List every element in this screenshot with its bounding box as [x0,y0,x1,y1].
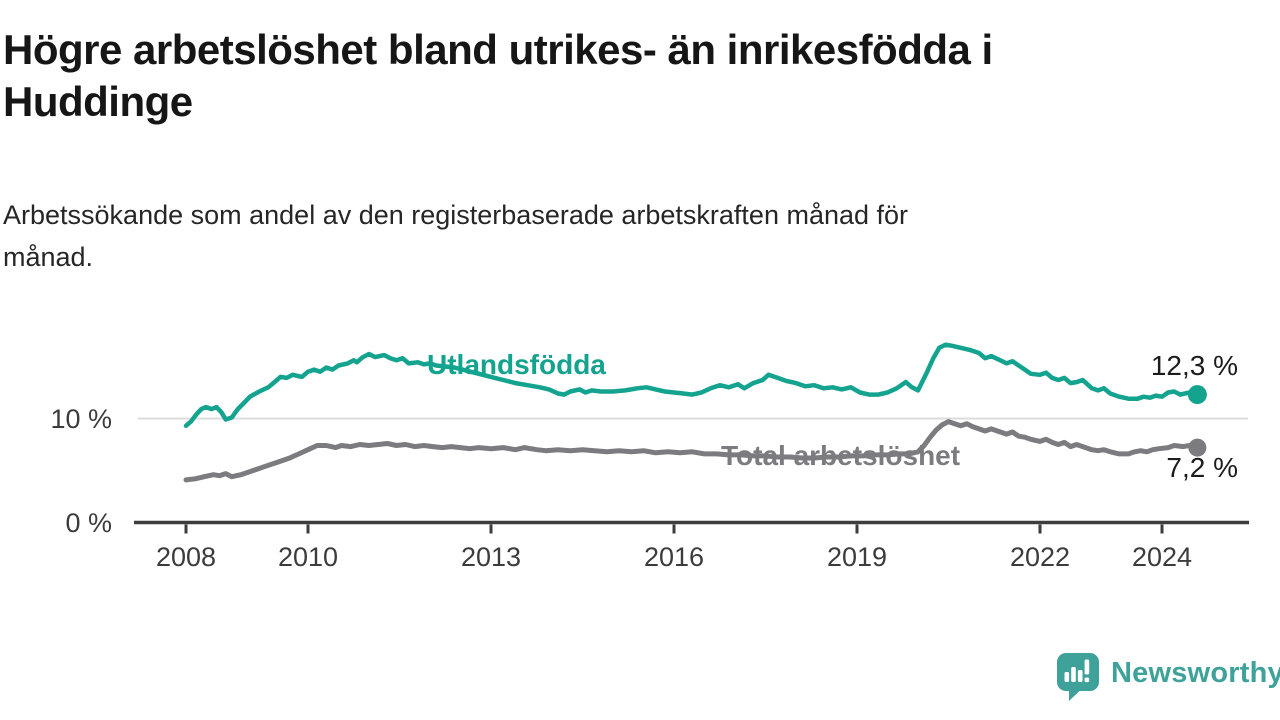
newsworthy-logo: Newsworthy [1056,652,1280,704]
end-value-utlandsfodda: 12,3 % [1150,350,1238,381]
y-tick-label-10: 10 % [50,404,112,434]
chart-subtitle: Arbetssökande som andel av den registerb… [3,200,909,272]
x-tick-label-2013: 2013 [461,542,521,572]
x-tick-label-2019: 2019 [827,542,887,572]
x-tick-label-2010: 2010 [278,542,338,572]
x-tick-label-2024: 2024 [1132,542,1192,572]
x-tick-label-2016: 2016 [644,542,704,572]
series-label-utlandsfodda: Utlandsfödda [427,349,606,380]
x-tick-label-2022: 2022 [1010,542,1070,572]
x-tick-label-2008: 2008 [156,542,216,572]
series-label-total-arbetsloshet: Total arbetslöshet [721,440,961,471]
newsworthy-logo-text: Newsworthy [1111,657,1280,689]
end-value-total-arbetsloshet: 7,2 % [1166,452,1238,483]
series-line-utlandsfodda [183,342,1200,429]
newsworthy-logo-icon [1057,653,1099,701]
series-line-total [183,419,1200,483]
series-end-dot-total [1188,438,1207,457]
y-tick-label-0: 0 % [65,508,112,538]
page-title: Högre arbetslöshet bland utrikes- än inr… [3,26,993,125]
series-end-dot-utlandsfodda [1187,385,1207,405]
